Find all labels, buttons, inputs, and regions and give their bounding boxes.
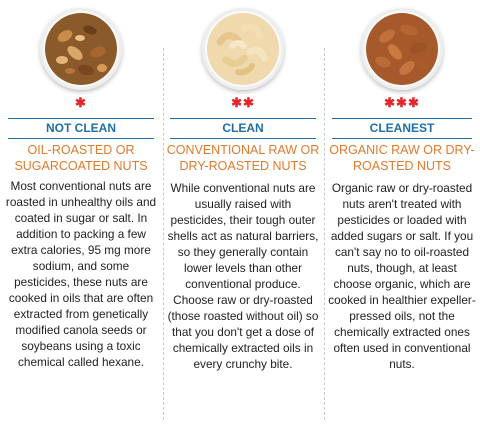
cashews-bowl-image [202,8,284,90]
rating-stars: ✱✱ [231,95,255,110]
mixed-nuts-bowl-image [40,8,122,90]
column-divider [324,48,325,420]
column-clean: ✱✱ CLEAN CONVENTIONAL RAW OR DRY-ROASTED… [162,0,324,431]
rating-label: NOT CLEAN [8,118,154,139]
almonds-bowl-image [361,8,443,90]
rating-label: CLEAN [170,118,316,139]
column-cleanest: ✱✱✱ CLEANEST ORGANIC RAW OR DRY-ROASTED … [324,0,480,431]
rating-stars: ✱ [75,95,87,110]
section-body: While conventional nuts are usually rais… [167,181,319,371]
section-title: CONVENTIONAL RAW OR DRY-ROASTED NUTS [166,143,320,173]
rating-stars: ✱✱✱ [384,95,420,110]
section-body: Most conventional nuts are roasted in un… [5,179,157,369]
section-body: Organic raw or dry-roasted nuts aren't t… [328,181,476,371]
section-title: OIL-ROASTED OR SUGARCOATED NUTS [14,143,148,173]
column-divider [163,48,164,420]
section-title: ORGANIC RAW OR DRY-ROASTED NUTS [329,143,475,173]
rating-label: CLEANEST [332,118,472,139]
column-not-clean: ✱ NOT CLEAN OIL-ROASTED OR SUGARCOATED N… [0,0,162,431]
